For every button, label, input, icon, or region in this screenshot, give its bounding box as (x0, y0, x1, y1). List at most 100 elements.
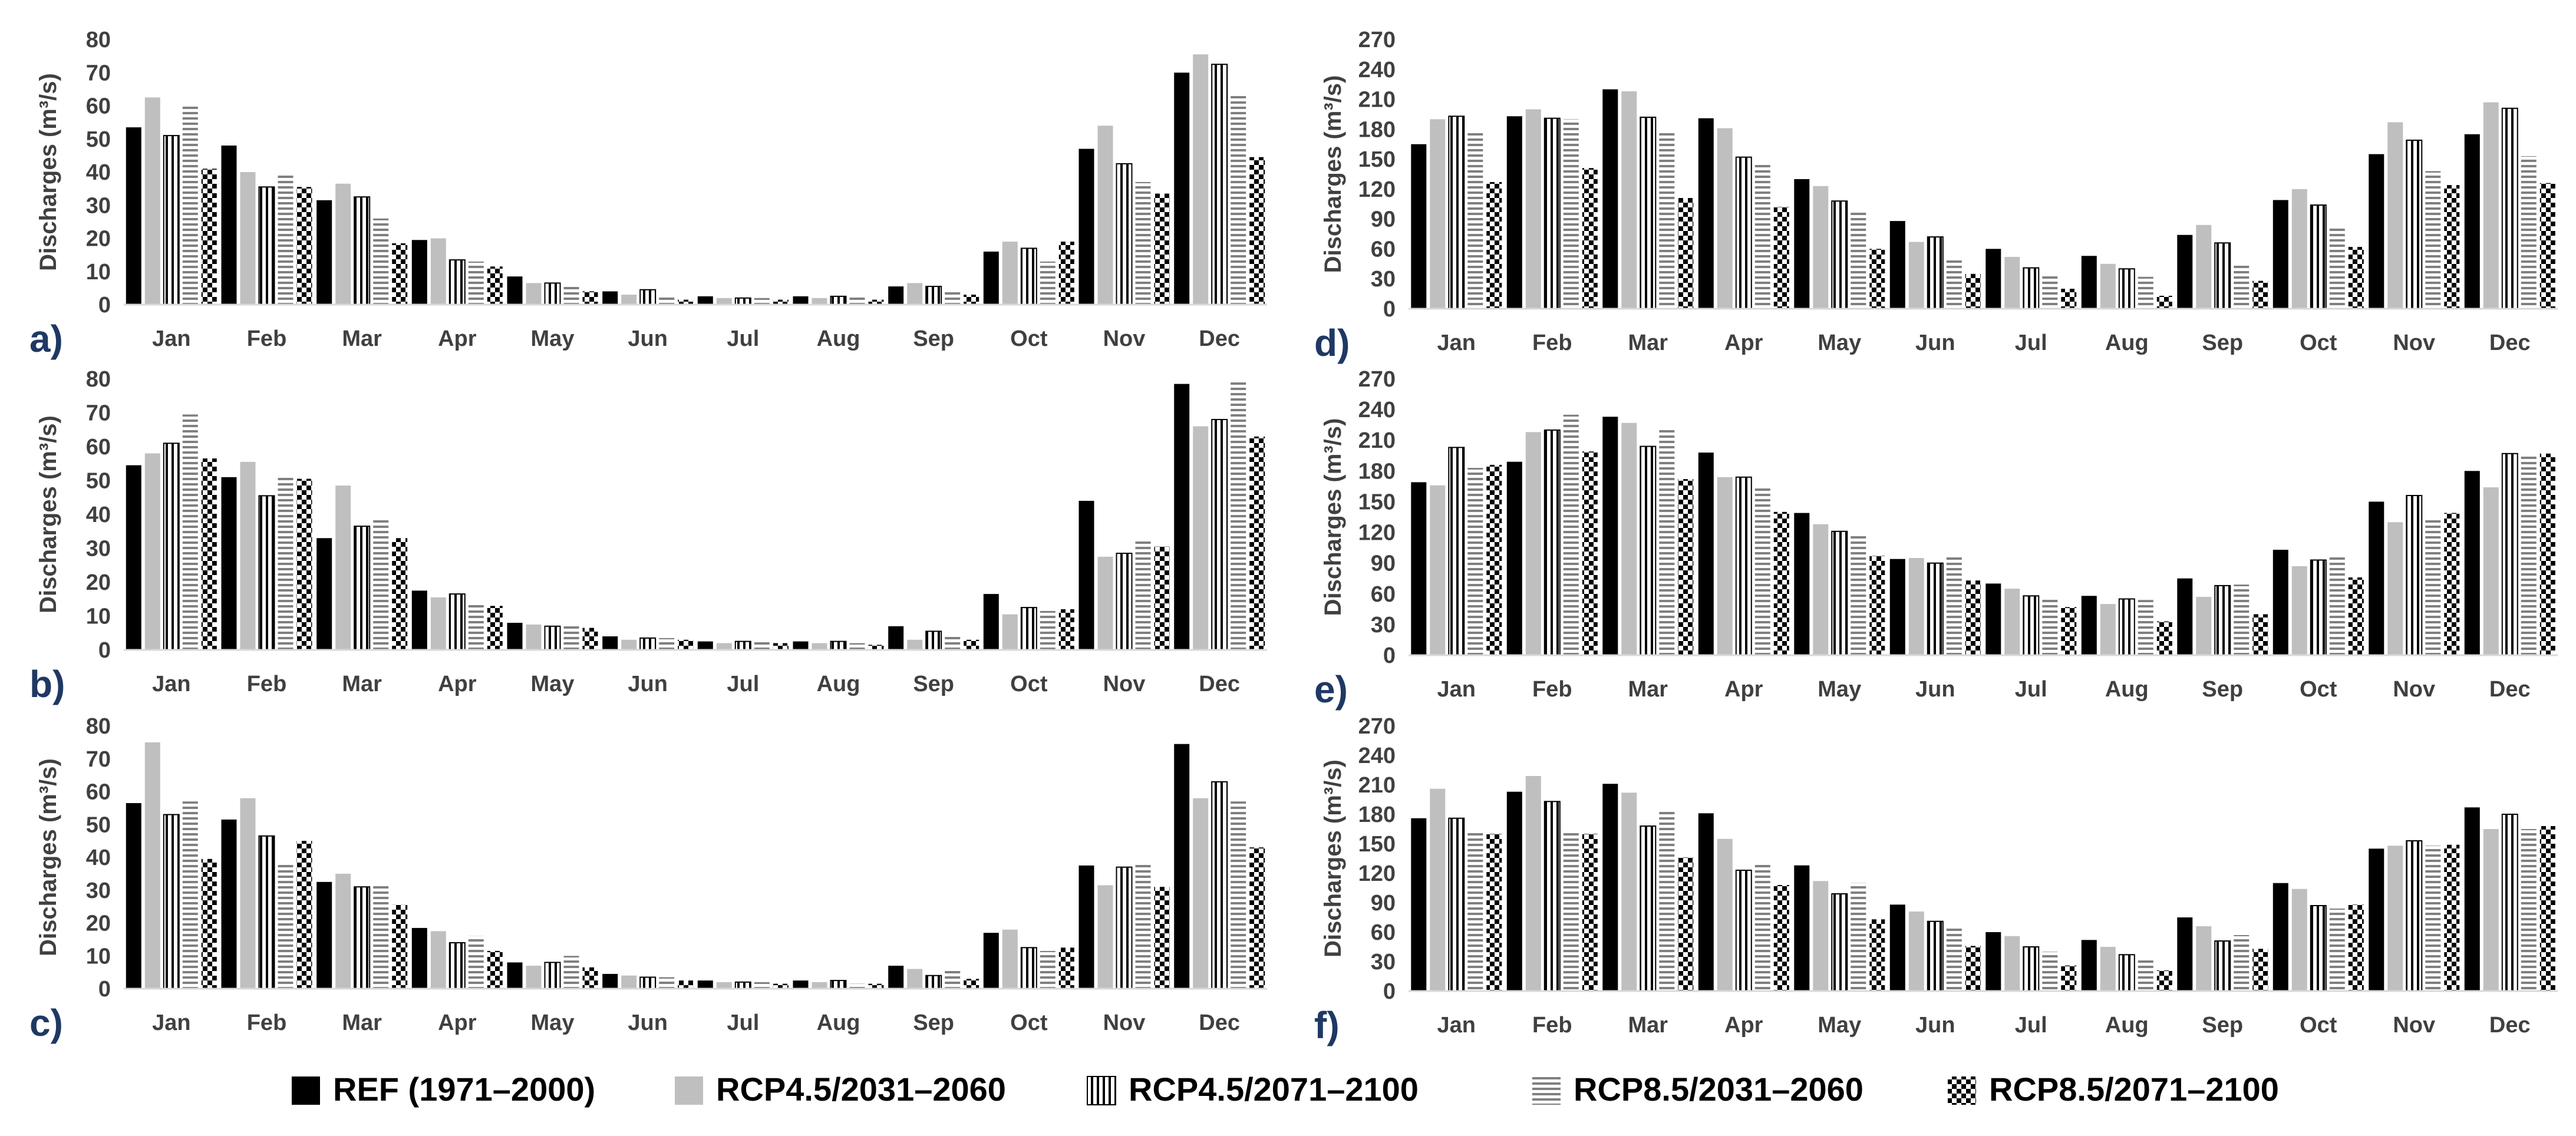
bar-rcp85_mid-nov (1135, 540, 1151, 650)
bar-rcp45_mid-feb (240, 172, 256, 305)
bar-ref-may (1794, 865, 1810, 991)
bar-rcp85_mid-sep (945, 636, 961, 650)
legend-label: REF (1971–2000) (333, 1071, 595, 1108)
bar-ref-jun (1889, 221, 1905, 309)
x-tick-label: Feb (1532, 1013, 1572, 1038)
bar-ref-may (1794, 179, 1810, 309)
x-tick-label: Aug (2105, 331, 2149, 355)
bar-rcp45_mid-dec (2483, 829, 2499, 991)
y-tick-label: 80 (86, 714, 111, 739)
bar-rcp45_mid-oct (1002, 614, 1018, 650)
bar-ref-jul (697, 641, 713, 650)
bar-rcp45_mid-nov (1097, 556, 1113, 650)
bar-rcp45_mid-aug (812, 298, 827, 305)
legend-swatch (1948, 1076, 1976, 1105)
x-tick-label: Aug (817, 326, 860, 351)
bar-rcp45_end-nov (1116, 553, 1133, 650)
bar-rcp85_mid-sep (945, 969, 961, 989)
bar-rcp85_mid-feb (278, 175, 293, 305)
bar-rcp45_mid-oct (2291, 566, 2307, 655)
bar-ref-feb (221, 477, 237, 650)
bar-rcp85_mid-oct (2329, 556, 2345, 655)
x-tick-label: Aug (817, 1010, 860, 1035)
bar-rcp85_mid-mar (1659, 132, 1675, 309)
bar-rcp85_mid-dec (1231, 801, 1246, 989)
bar-rcp45_end-dec (1211, 419, 1228, 650)
bar-ref-may (507, 623, 523, 650)
x-tick-label: Dec (2489, 331, 2531, 355)
x-tick-label: Jul (2015, 677, 2047, 702)
bar-rcp85_mid-dec (1231, 380, 1246, 650)
bar-rcp45_end-jul (2023, 946, 2040, 992)
bar-rcp45_end-may (544, 962, 561, 990)
y-tick-label: 30 (86, 193, 111, 218)
bar-rcp85_mid-aug (2138, 600, 2153, 655)
bar-rcp85_end-may (582, 967, 598, 989)
bar-rcp45_end-jun (1927, 562, 1944, 656)
bar-rcp45_end-feb (1543, 801, 1561, 992)
bar-rcp45_mid-oct (2291, 189, 2307, 309)
y-tick-label: 180 (1358, 459, 1396, 484)
bar-rcp45_mid-nov (1097, 885, 1113, 989)
bar-ref-apr (411, 590, 427, 650)
x-tick-label: Feb (1532, 331, 1572, 355)
y-tick-label: 50 (86, 813, 111, 837)
bar-rcp45_end-apr (448, 593, 466, 650)
bar-rcp85_mid-mar (1659, 428, 1675, 655)
bar-rcp45_mid-nov (2387, 122, 2403, 309)
bar-rcp45_end-sep (2214, 584, 2231, 656)
bar-rcp45_end-jan (1448, 115, 1465, 310)
bar-rcp85_mid-dec (1231, 95, 1246, 305)
bar-rcp85_mid-jun (659, 296, 675, 305)
bar-ref-jun (602, 291, 618, 305)
bar-rcp45_mid-oct (1002, 242, 1018, 305)
legend-item-rcp85_end: RCP8.5/2071–2100 (1948, 1071, 2279, 1108)
bar-rcp45_mid-jul (716, 643, 732, 650)
bar-ref-dec (1174, 384, 1190, 650)
bar-rcp45_end-jul (734, 640, 751, 650)
y-tick-label: 10 (86, 944, 111, 969)
bar-rcp85_mid-aug (849, 643, 865, 650)
bar-ref-jul (697, 296, 713, 305)
x-tick-label: Aug (2105, 1013, 2149, 1038)
bar-rcp85_end-jun (1965, 580, 1981, 655)
bar-rcp45_end-dec (1211, 781, 1228, 990)
bar-rcp45_end-oct (1020, 607, 1037, 650)
bar-ref-oct (2272, 550, 2288, 655)
x-tick-label: Oct (2300, 677, 2337, 702)
bar-rcp85_end-mar (1678, 198, 1694, 309)
bar-rcp45_mid-feb (1525, 109, 1541, 309)
bar-rcp85_mid-dec (2521, 156, 2537, 309)
bar-rcp85_mid-apr (468, 602, 484, 650)
y-tick-label: 30 (86, 537, 111, 562)
bar-rcp45_mid-apr (1717, 838, 1733, 991)
y-tick-label: 20 (86, 227, 111, 252)
bar-rcp85_mid-apr (1754, 486, 1770, 655)
bar-ref-mar (1602, 417, 1618, 655)
bar-rcp85_mid-jun (659, 638, 675, 650)
bar-rcp85_mid-mar (373, 218, 389, 305)
bar-rcp45_mid-may (526, 966, 542, 989)
bar-ref-nov (1078, 148, 1094, 305)
legend-swatch (292, 1076, 320, 1105)
bar-ref-aug (2081, 940, 2097, 991)
x-tick-label: Feb (247, 1010, 287, 1035)
y-tick-label: 120 (1358, 177, 1396, 202)
legend-swatch (675, 1076, 703, 1105)
y-tick-label: 90 (1371, 891, 1396, 916)
bar-ref-sep (2177, 235, 2193, 309)
y-tick-label: 180 (1358, 803, 1396, 827)
bar-rcp85_end-feb (296, 478, 312, 650)
bar-rcp85_mid-aug (849, 296, 865, 305)
bar-rcp85_mid-jan (182, 414, 198, 650)
bar-rcp45_mid-jan (144, 742, 160, 989)
bar-rcp85_end-dec (1249, 436, 1265, 650)
bar-rcp45_mid-sep (907, 639, 923, 650)
bar-rcp45_mid-jul (716, 298, 732, 305)
x-tick-label: Mar (342, 1010, 382, 1035)
bar-ref-jan (126, 127, 141, 305)
bar-rcp85_end-jun (678, 639, 694, 650)
x-tick-label: Jul (727, 672, 759, 696)
bar-rcp45_end-jul (2023, 267, 2040, 310)
x-tick-label: May (531, 326, 575, 351)
